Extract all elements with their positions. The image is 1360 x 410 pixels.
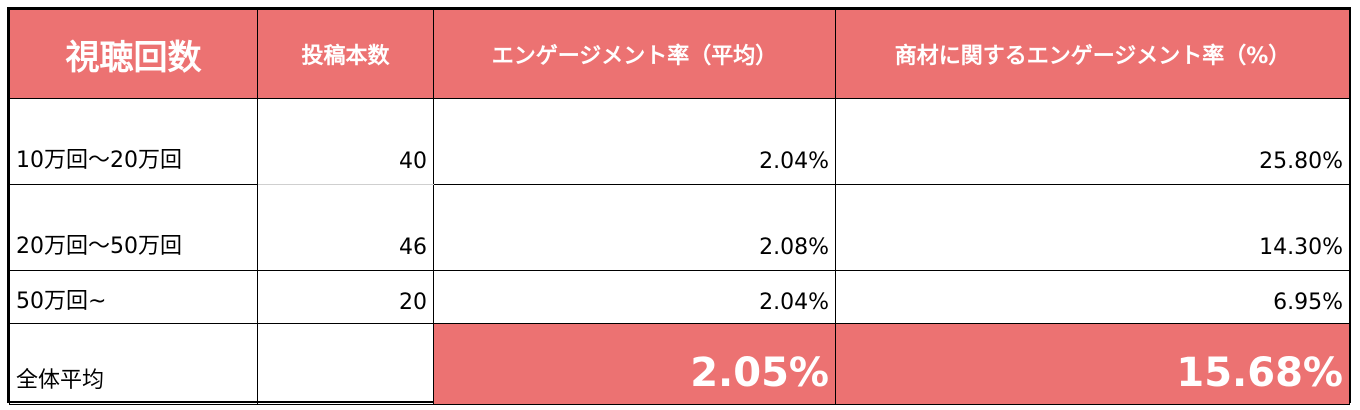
table-row: 20万回〜50万回 46 2.08% 14.30% bbox=[9, 184, 1350, 271]
average-posts-cell[interactable] bbox=[257, 323, 434, 405]
table-row: 10万回〜20万回 40 2.04% 25.80% bbox=[9, 98, 1350, 185]
header-engagement[interactable]: エンゲージメント率（平均） bbox=[433, 9, 836, 99]
header-product-engagement[interactable]: 商材に関するエンゲージメント率（%） bbox=[835, 9, 1350, 99]
engagement-table-container: 視聴回数 投稿本数 エンゲージメント率（平均） 商材に関するエンゲージメント率（… bbox=[7, 7, 1351, 405]
average-label-cell[interactable]: 全体平均 bbox=[9, 323, 258, 405]
row-posts-cell[interactable]: 40 bbox=[257, 98, 434, 185]
row-engagement-cell[interactable]: 2.04% bbox=[433, 270, 836, 324]
header-row: 視聴回数 投稿本数 エンゲージメント率（平均） 商材に関するエンゲージメント率（… bbox=[9, 9, 1350, 99]
row-engagement-cell[interactable]: 2.08% bbox=[433, 184, 836, 271]
average-product-engagement-cell[interactable]: 15.68% bbox=[835, 323, 1350, 405]
average-row: 全体平均 2.05% 15.68% bbox=[9, 323, 1350, 405]
average-engagement-cell[interactable]: 2.05% bbox=[433, 323, 836, 405]
engagement-table: 視聴回数 投稿本数 エンゲージメント率（平均） 商材に関するエンゲージメント率（… bbox=[9, 9, 1350, 405]
header-views[interactable]: 視聴回数 bbox=[9, 9, 258, 99]
header-posts[interactable]: 投稿本数 bbox=[257, 9, 434, 99]
row-product-engagement-cell[interactable]: 6.95% bbox=[835, 270, 1350, 324]
row-range-cell[interactable]: 20万回〜50万回 bbox=[9, 184, 258, 271]
row-posts-cell[interactable]: 46 bbox=[257, 184, 434, 271]
row-product-engagement-cell[interactable]: 25.80% bbox=[835, 98, 1350, 185]
row-product-engagement-cell[interactable]: 14.30% bbox=[835, 184, 1350, 271]
table-row: 50万回~ 20 2.04% 6.95% bbox=[9, 270, 1350, 324]
row-range-cell[interactable]: 10万回〜20万回 bbox=[9, 98, 258, 185]
row-posts-cell[interactable]: 20 bbox=[257, 270, 434, 324]
row-engagement-cell[interactable]: 2.04% bbox=[433, 98, 836, 185]
row-range-cell[interactable]: 50万回~ bbox=[9, 270, 258, 324]
